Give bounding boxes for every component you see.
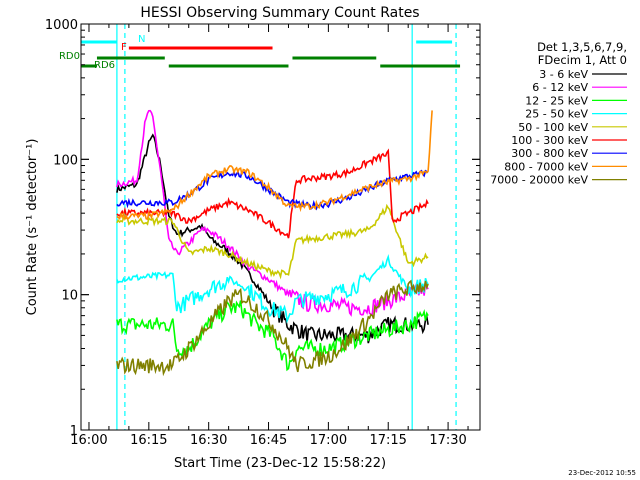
series-line-3 (116, 254, 429, 324)
legend-label-5: 100 - 300 keV (511, 134, 588, 147)
legend-label-7: 800 - 7000 keV (504, 160, 588, 173)
legend-label-4: 50 - 100 keV (518, 121, 588, 134)
x-tick-label-3: 16:45 (250, 433, 287, 448)
plot-frame (80, 23, 481, 431)
y-tick-label-0: 1 (70, 424, 78, 439)
axes: 16:00 16:15 16:30 16:45 17:00 17:15 17:30 1 10 10… (45, 18, 480, 448)
legend-label-3: 25 - 50 keV (525, 108, 588, 121)
flag-label-f: F (121, 42, 127, 53)
y-tick-label-1: 10 (61, 289, 78, 304)
y-axis-label: Count Rate (s⁻¹ detector⁻¹) (25, 139, 40, 316)
legend-label-0: 3 - 6 keV (539, 68, 588, 81)
x-tick-label-2: 16:30 (190, 433, 227, 448)
flag-label-rd0: RD0 (59, 51, 80, 62)
series-line-4 (116, 203, 429, 280)
legend-header-line-2: FDecim 1, Att 0 (538, 53, 627, 67)
legend-label-8: 7000 - 20000 keV (490, 174, 588, 187)
chart-title: HESSI Observing Summary Count Rates (140, 5, 419, 21)
y-tick-label-2: 100 (53, 153, 78, 168)
legend: Det 1,3,5,6,7,9, FDecim 1, Att 0 3 - 6 k… (490, 40, 627, 187)
flag-label-rd6: RD6 (94, 60, 115, 71)
x-tick-label-0: 16:00 (70, 433, 107, 448)
series-line-1 (116, 109, 429, 317)
timestamp: 23-Dec-2012 10:55 (568, 469, 636, 477)
legend-label-6: 300 - 800 keV (511, 147, 588, 160)
x-tick-label-1: 16:15 (130, 433, 167, 448)
series-line-8 (116, 279, 429, 377)
x-tick-label-6: 17:30 (429, 433, 466, 448)
series-line-7 (116, 110, 433, 221)
x-axis-label: Start Time (23-Dec-12 15:58:22) (174, 456, 386, 471)
series-line-6 (116, 169, 429, 211)
x-tick-label-4: 17:00 (310, 433, 347, 448)
plot-area (81, 24, 461, 430)
flag-label-n: N (138, 34, 145, 45)
legend-label-2: 12 - 25 keV (525, 94, 588, 107)
y-tick-label-3: 1000 (45, 18, 78, 33)
legend-label-1: 6 - 12 keV (532, 81, 588, 94)
x-tick-label-5: 17:15 (369, 433, 406, 448)
legend-header-line-1: Det 1,3,5,6,7,9, (537, 40, 627, 54)
